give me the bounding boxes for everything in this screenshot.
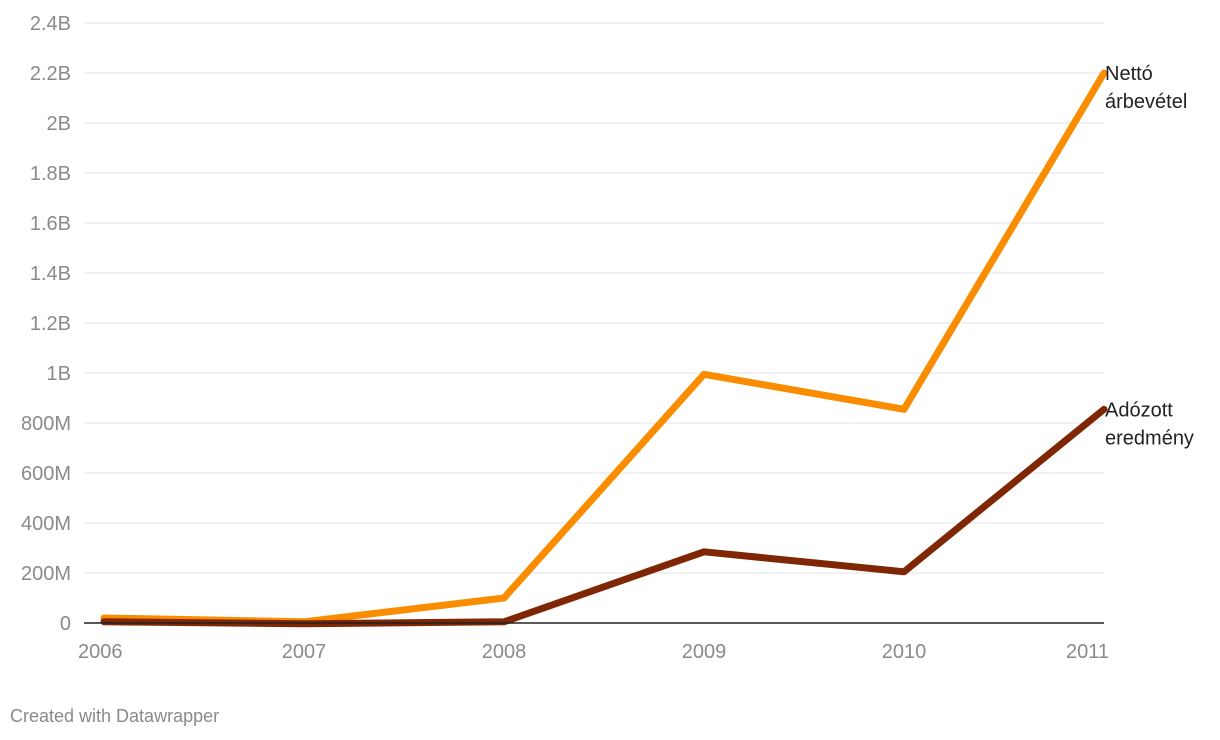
y-tick-label: 1.8B <box>30 163 71 185</box>
x-tick-label: 2007 <box>282 641 327 663</box>
x-tick-label: 2006 <box>78 641 123 663</box>
y-tick-label: 600M <box>21 463 71 485</box>
series-label-line: eredmény <box>1105 427 1194 449</box>
y-tick-label: 200M <box>21 563 71 585</box>
series-label-line: Adózott <box>1105 399 1173 421</box>
series-line-1 <box>100 69 1108 626</box>
y-tick-label: 1B <box>47 363 71 385</box>
x-tick-label: 2009 <box>682 641 727 663</box>
x-axis-tick-labels: 2006 2007 2008 2009 2010 2011 <box>78 641 1109 663</box>
series-label-1: Nettó árbevétel <box>1105 63 1187 113</box>
series-label-line: árbevétel <box>1105 91 1187 113</box>
series-label-line: Nettó <box>1105 63 1153 85</box>
x-tick-label: 2010 <box>882 641 927 663</box>
y-tick-label: 1.6B <box>30 213 71 235</box>
y-axis-tick-labels: 0 200M 400M 600M 800M 1B 1.2B 1.4B 1.6B 1.8B 2B 2.2… <box>21 13 71 635</box>
series-label-2: Adózott eredmény <box>1105 399 1194 449</box>
y-tick-label: 800M <box>21 413 71 435</box>
x-tick-label: 2011 <box>1066 641 1109 663</box>
y-tick-label: 1.4B <box>30 263 71 285</box>
gridlines <box>84 22 1104 574</box>
x-tick-label: 2008 <box>482 641 527 663</box>
series-lines <box>84 69 1108 628</box>
y-tick-label: 400M <box>21 513 71 535</box>
footer-credit: Created with Datawrapper <box>10 706 220 726</box>
series-line-2 <box>100 405 1108 628</box>
series-labels: Nettó árbevétel Adózott eredmény <box>1105 63 1194 449</box>
y-tick-label: 2B <box>47 113 71 135</box>
y-tick-label: 2.4B <box>30 13 71 35</box>
y-tick-label: 1.2B <box>30 313 71 335</box>
y-tick-label: 0 <box>60 613 71 635</box>
y-tick-label: 2.2B <box>30 63 71 85</box>
line-chart: 0 200M 400M 600M 800M 1B 1.2B 1.4B 1.6B 1.8B 2B 2.2… <box>21 13 1194 663</box>
